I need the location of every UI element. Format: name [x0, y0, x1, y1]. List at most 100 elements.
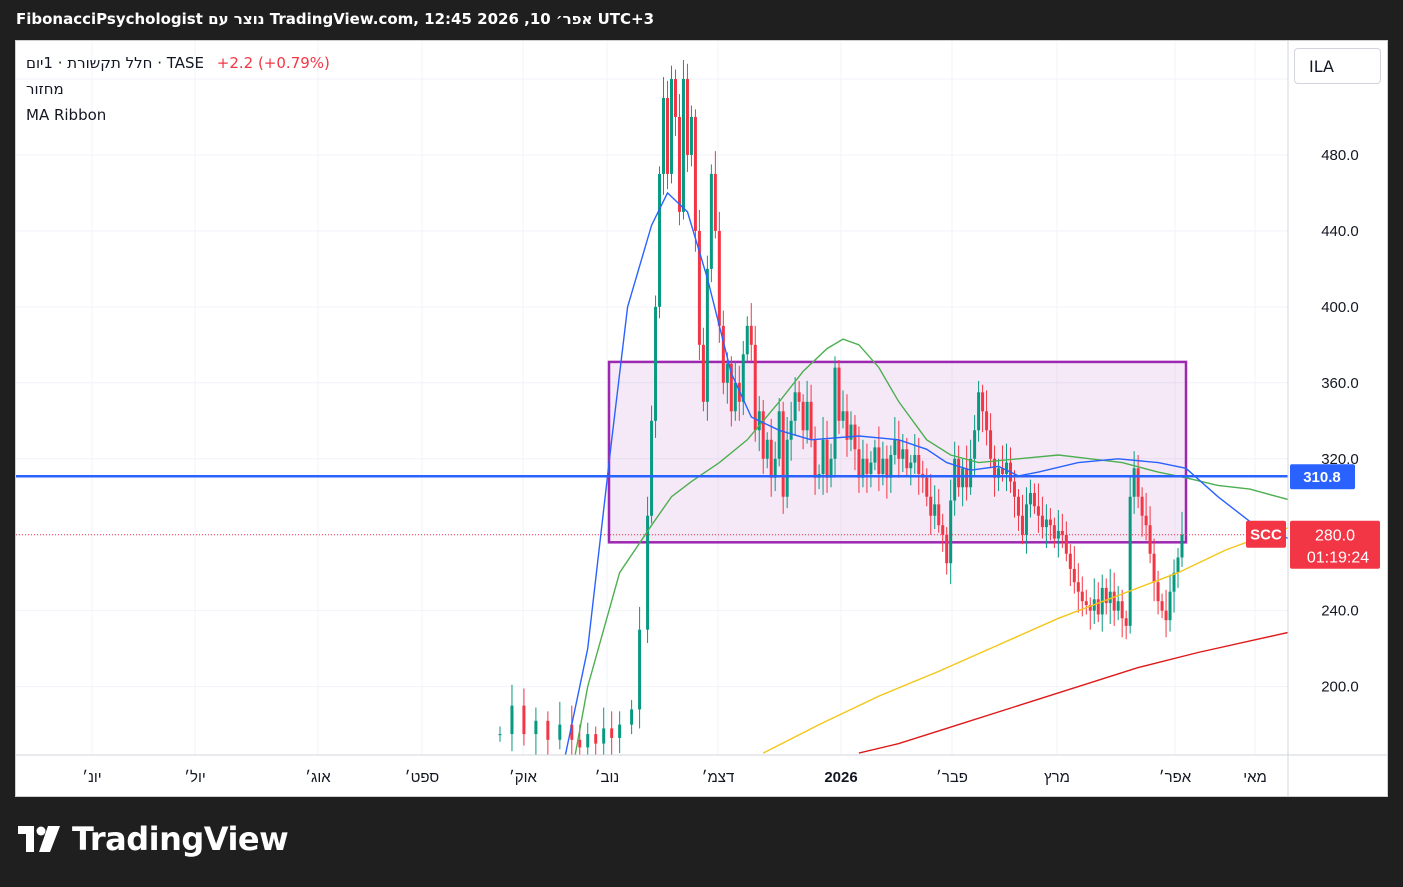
candle-body [610, 728, 614, 738]
candle-body [889, 454, 893, 478]
candle-body [713, 173, 717, 231]
candle-body [1140, 496, 1144, 516]
legend-ma-ribbon[interactable]: MA Ribbon [26, 106, 107, 124]
candle-body [1016, 496, 1020, 516]
candle-body [1076, 582, 1080, 592]
chart-header: FibonacciPsychologist נוצר עם TradingVie… [16, 10, 655, 28]
y-tick-label: 360.0 [1321, 375, 1359, 392]
candle-body [658, 173, 662, 307]
candle-body [857, 449, 861, 478]
candle-body [913, 454, 917, 463]
candle-body [1068, 553, 1072, 569]
currency-button[interactable]: ILA [1294, 48, 1381, 84]
candle-body [1164, 610, 1168, 621]
candle-body [729, 363, 733, 412]
x-tick-label: יול׳ [184, 769, 206, 786]
candle-body [849, 424, 853, 440]
candles [498, 59, 1184, 755]
candle-body [973, 430, 977, 459]
candle-body [941, 525, 945, 535]
candle-body [1064, 534, 1068, 554]
candle-body [1144, 515, 1148, 526]
candle-body [498, 734, 502, 736]
candle-body [925, 477, 929, 497]
legend-title: חלל תקשורת · 1יום · TASE [26, 54, 204, 72]
candle-body [602, 728, 606, 744]
candle-body [618, 724, 622, 738]
candle-body [933, 504, 937, 516]
candle-body [833, 367, 837, 459]
y-tick-label: 400.0 [1321, 299, 1359, 316]
candle-body [897, 439, 901, 459]
candle-body [953, 458, 957, 501]
candle-body [717, 230, 721, 326]
last-price-badge [1290, 520, 1380, 569]
candle-body [821, 439, 825, 474]
candle-body [997, 468, 1001, 478]
candle-body [638, 629, 642, 710]
y-tick-label: 240.0 [1321, 603, 1359, 620]
candle-body [837, 367, 841, 421]
candle-body [781, 411, 785, 497]
candle-body [1168, 591, 1172, 621]
candle-body [662, 97, 666, 174]
x-tick-label: נוב׳ [595, 769, 619, 786]
candle-body [993, 458, 997, 478]
candle-body [813, 439, 817, 478]
candle-body [685, 78, 689, 155]
tradingview-logo-icon [18, 826, 60, 852]
hline-price-label: 310.8 [1303, 469, 1341, 486]
candle-body [805, 401, 809, 431]
candle-body [893, 439, 897, 455]
candle-body [1116, 601, 1120, 611]
candle-body [709, 173, 713, 269]
candle-body [1172, 572, 1176, 592]
candle-body [1132, 468, 1136, 497]
candle-body [749, 325, 753, 345]
candle-body [705, 268, 709, 402]
candle-body [845, 411, 849, 440]
candle-body [1112, 591, 1116, 611]
candle-body [909, 462, 913, 469]
x-tick-label: 2026 [824, 769, 857, 786]
candle-body [689, 116, 693, 155]
x-tick-label: ספט׳ [405, 769, 440, 786]
candle-body [969, 458, 973, 488]
candle-body [673, 78, 677, 117]
legend-symbol: חלל תקשורת · 1יום · TASE +2.2 (+0.79%) [26, 54, 330, 72]
candle-body [769, 439, 773, 478]
candle-body [1020, 515, 1024, 535]
candle-body [1176, 557, 1180, 573]
candle-body [861, 458, 865, 478]
candle-body [829, 458, 833, 478]
candle-body [841, 411, 845, 421]
x-tick-label: דצמ׳ [702, 769, 735, 786]
candle-body [1156, 582, 1160, 602]
chart-frame[interactable] [15, 40, 1388, 797]
symbol-badge [1246, 520, 1286, 548]
candle-body [761, 411, 765, 459]
candle-body [522, 705, 526, 735]
candle-body [949, 500, 953, 564]
x-tick-label: יונ׳ [82, 769, 101, 786]
candle-body [773, 458, 777, 478]
symbol-label: SCC [1250, 527, 1282, 544]
candle-body [578, 739, 582, 748]
candle-body [558, 724, 562, 740]
candle-body [1152, 553, 1156, 583]
candle-body [1108, 591, 1112, 604]
candle-body [693, 116, 697, 231]
candle-body [1052, 525, 1056, 539]
candle-body [630, 709, 634, 725]
candle-body [877, 447, 881, 474]
candle-body [1040, 515, 1044, 528]
y-tick-label: 200.0 [1321, 679, 1359, 696]
candle-body [721, 325, 725, 383]
candle-body [789, 420, 793, 440]
y-tick-label: 440.0 [1321, 223, 1359, 240]
candle-body [1001, 468, 1005, 474]
candle-body [917, 454, 921, 474]
candle-body [1060, 530, 1064, 535]
legend-volume: מחזור [26, 80, 64, 98]
